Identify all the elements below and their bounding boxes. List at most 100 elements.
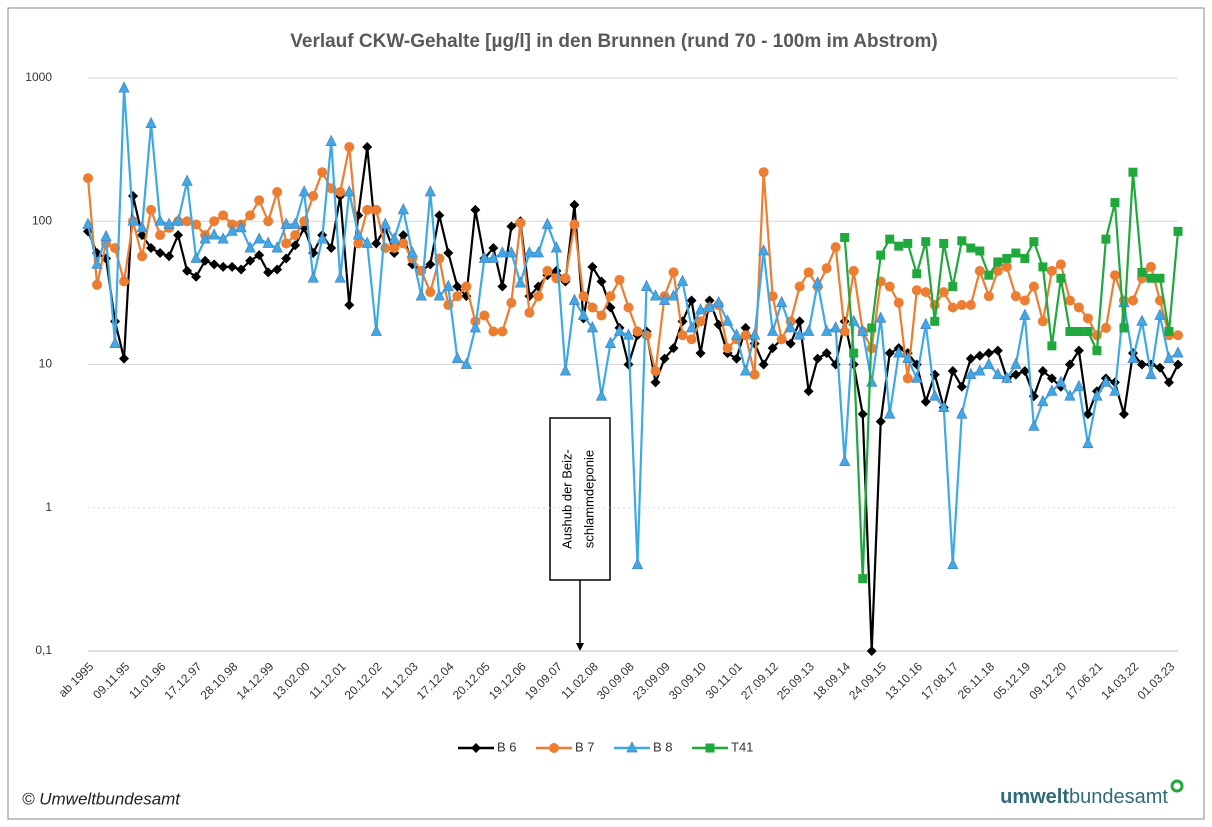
marker — [929, 300, 940, 311]
marker — [398, 230, 409, 241]
series — [83, 141, 1183, 384]
marker — [487, 251, 500, 263]
marker — [1154, 308, 1166, 320]
marker — [974, 350, 985, 361]
marker — [281, 253, 292, 264]
marker — [875, 416, 886, 427]
marker — [902, 351, 914, 363]
marker — [1010, 369, 1021, 380]
marker — [812, 353, 823, 364]
marker — [857, 409, 868, 420]
marker — [1046, 384, 1058, 396]
marker — [1110, 198, 1120, 208]
marker — [1001, 371, 1013, 383]
marker — [505, 246, 518, 258]
marker — [740, 322, 751, 333]
marker — [145, 116, 157, 129]
marker — [894, 241, 904, 251]
marker — [686, 295, 697, 306]
marker — [803, 386, 814, 397]
marker — [993, 257, 1003, 267]
marker — [236, 264, 247, 275]
marker — [983, 291, 994, 302]
marker — [1046, 373, 1057, 384]
marker — [712, 295, 725, 308]
marker — [1173, 226, 1183, 236]
marker — [739, 364, 752, 376]
annotation-line: schlammdeponie — [581, 450, 596, 548]
marker — [209, 216, 220, 227]
marker — [649, 289, 662, 301]
marker — [452, 281, 463, 292]
marker — [587, 261, 598, 272]
marker — [326, 243, 337, 254]
marker — [902, 373, 913, 384]
marker — [677, 330, 688, 341]
marker — [694, 303, 707, 315]
marker — [1028, 281, 1039, 292]
marker — [830, 242, 841, 253]
marker — [397, 203, 409, 215]
marker — [1046, 265, 1057, 276]
marker — [568, 293, 581, 305]
marker — [849, 348, 859, 358]
frame — [7, 7, 1205, 820]
marker — [1056, 273, 1066, 283]
marker — [263, 267, 274, 278]
marker — [614, 274, 625, 285]
marker — [235, 220, 247, 233]
legend-marker — [626, 741, 638, 753]
marker — [939, 238, 949, 248]
marker — [641, 330, 652, 341]
marker — [262, 236, 274, 248]
marker — [1073, 379, 1085, 392]
marker — [434, 210, 445, 221]
marker — [767, 343, 778, 354]
marker — [362, 204, 373, 215]
marker — [272, 187, 283, 198]
marker — [974, 364, 986, 376]
marker — [1037, 366, 1048, 377]
marker — [784, 321, 797, 333]
marker — [289, 217, 301, 229]
marker — [858, 574, 868, 584]
marker — [956, 381, 967, 392]
marker — [903, 238, 913, 248]
marker — [506, 221, 517, 232]
marker — [524, 307, 535, 318]
marker — [605, 291, 616, 302]
marker — [1145, 367, 1157, 380]
marker — [695, 316, 706, 327]
legend-label: T41 — [731, 739, 753, 754]
marker — [173, 230, 184, 241]
marker — [974, 265, 985, 276]
marker — [1136, 359, 1147, 370]
marker — [1074, 326, 1084, 336]
marker — [920, 317, 932, 329]
marker — [749, 369, 760, 380]
marker — [271, 241, 283, 253]
marker — [703, 300, 716, 312]
marker — [272, 264, 283, 275]
marker — [1163, 377, 1174, 388]
marker — [920, 287, 931, 298]
marker — [344, 300, 355, 311]
marker — [218, 210, 229, 221]
marker — [245, 255, 256, 266]
marker — [1082, 313, 1093, 324]
marker — [398, 238, 409, 249]
marker — [758, 359, 769, 370]
marker — [182, 216, 193, 227]
marker — [992, 345, 1003, 356]
marker — [794, 316, 805, 327]
marker — [1065, 326, 1075, 336]
marker — [146, 204, 157, 215]
legend-label: B 8 — [653, 739, 673, 754]
marker — [1037, 316, 1048, 327]
marker — [1109, 384, 1121, 396]
marker — [1047, 341, 1057, 351]
marker — [821, 324, 833, 336]
marker — [307, 271, 319, 283]
marker — [965, 353, 976, 364]
marker — [298, 185, 310, 197]
